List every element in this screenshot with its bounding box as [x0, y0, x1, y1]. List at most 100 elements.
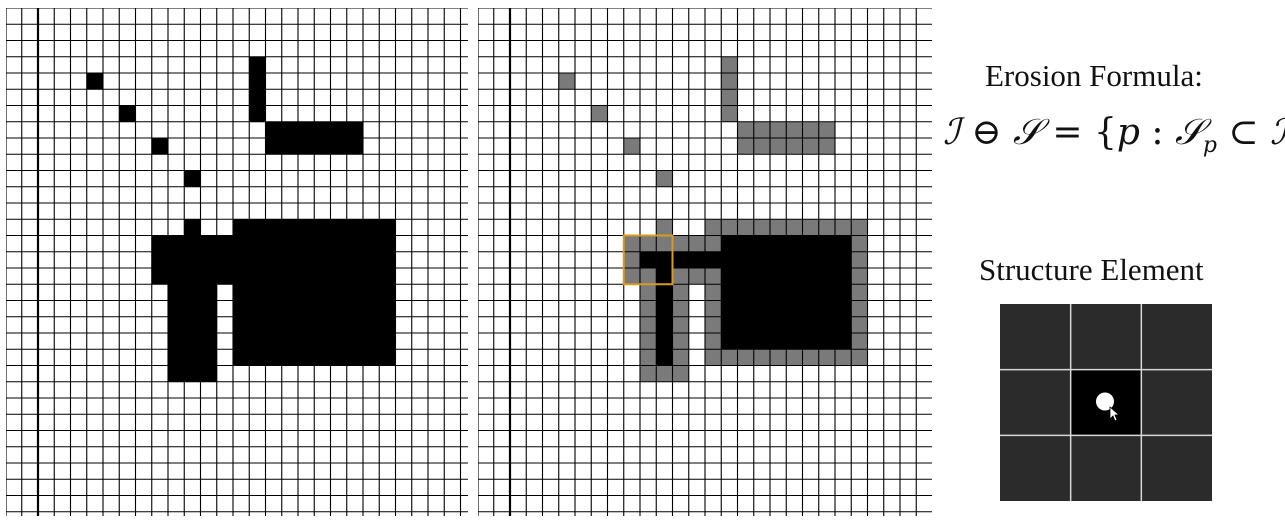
removed-pixel	[640, 268, 657, 285]
removed-pixel	[770, 138, 787, 155]
removed-pixel	[705, 317, 722, 334]
removed-pixel	[559, 73, 576, 90]
formula-equals: =	[1052, 112, 1082, 153]
foreground-pixel	[379, 317, 396, 334]
foreground-pixel	[249, 301, 266, 318]
eroded-pixel	[738, 317, 755, 334]
eroded-pixel	[738, 333, 755, 350]
removed-pixel	[721, 219, 738, 236]
foreground-pixel	[184, 171, 201, 188]
foreground-pixel	[233, 219, 250, 236]
eroded-pixel	[754, 236, 771, 253]
foreground-pixel	[331, 317, 348, 334]
foreground-pixel	[282, 219, 299, 236]
foreground-pixel	[152, 268, 169, 285]
removed-pixel	[754, 138, 771, 155]
foreground-pixel	[249, 89, 266, 106]
eroded-pixel	[835, 252, 852, 269]
foreground-pixel	[363, 317, 380, 334]
foreground-pixel	[347, 333, 364, 350]
foreground-pixel	[298, 268, 315, 285]
foreground-pixel	[282, 122, 299, 139]
removed-pixel	[786, 138, 803, 155]
foreground-pixel	[168, 349, 185, 366]
foreground-pixel	[184, 366, 201, 383]
foreground-pixel	[379, 252, 396, 269]
removed-pixel	[705, 219, 722, 236]
foreground-pixel	[266, 138, 283, 155]
removed-pixel	[819, 219, 836, 236]
eroded-pixel	[673, 252, 690, 269]
foreground-pixel	[266, 268, 283, 285]
eroded-pixel	[803, 284, 820, 301]
input-image-grid	[6, 8, 468, 520]
structure-cell	[1071, 435, 1142, 501]
removed-pixel	[673, 317, 690, 334]
foreground-pixel	[201, 317, 218, 334]
formula-ominus: ⊖	[971, 112, 1001, 153]
foreground-pixel	[249, 57, 266, 74]
formula-sp-base: 𝒮	[1175, 112, 1203, 153]
eroded-pixel	[770, 236, 787, 253]
eroded-pixel	[721, 236, 738, 253]
eroded-pixel	[656, 301, 673, 318]
foreground-pixel	[282, 284, 299, 301]
foreground-pixel	[347, 122, 364, 139]
foreground-pixel	[266, 301, 283, 318]
eroded-pixel	[803, 317, 820, 334]
foreground-pixel	[233, 317, 250, 334]
foreground-pixel	[168, 366, 185, 383]
foreground-pixel	[201, 252, 218, 269]
foreground-pixel	[314, 219, 331, 236]
foreground-pixel	[314, 284, 331, 301]
structure-element	[1000, 304, 1212, 505]
removed-pixel	[624, 138, 641, 155]
eroded-pixel	[819, 301, 836, 318]
foreground-pixel	[201, 236, 218, 253]
removed-pixel	[851, 219, 868, 236]
eroded-pixel	[754, 317, 771, 334]
eroded-pixel	[738, 236, 755, 253]
eroded-pixel	[721, 268, 738, 285]
removed-pixel	[738, 219, 755, 236]
foreground-pixel	[233, 301, 250, 318]
foreground-pixel	[379, 219, 396, 236]
eroded-pixel	[819, 317, 836, 334]
foreground-pixel	[168, 317, 185, 334]
eroded-pixel	[803, 236, 820, 253]
eroded-pixel	[770, 268, 787, 285]
removed-pixel	[640, 317, 657, 334]
removed-pixel	[705, 268, 722, 285]
removed-pixel	[689, 236, 706, 253]
foreground-pixel	[379, 268, 396, 285]
removed-pixel	[786, 349, 803, 366]
foreground-pixel	[152, 236, 169, 253]
removed-pixel	[851, 317, 868, 334]
foreground-pixel	[168, 252, 185, 269]
eroded-image-svg	[478, 8, 932, 516]
eroded-pixel	[738, 268, 755, 285]
structure-cell	[1071, 304, 1142, 370]
removed-pixel	[656, 236, 673, 253]
structure-cell	[1000, 370, 1071, 436]
foreground-pixel	[233, 349, 250, 366]
foreground-pixel	[233, 252, 250, 269]
foreground-pixel	[266, 349, 283, 366]
eroded-pixel	[819, 252, 836, 269]
formula-image-symbol: ℐ	[943, 112, 960, 153]
foreground-pixel	[201, 301, 218, 318]
foreground-pixel	[184, 219, 201, 236]
foreground-pixel	[184, 349, 201, 366]
foreground-pixel	[233, 333, 250, 350]
foreground-pixel	[331, 284, 348, 301]
foreground-pixel	[282, 349, 299, 366]
eroded-pixel	[721, 301, 738, 318]
eroded-pixel	[738, 301, 755, 318]
removed-pixel	[819, 349, 836, 366]
foreground-pixel	[314, 301, 331, 318]
removed-pixel	[738, 138, 755, 155]
removed-pixel	[851, 268, 868, 285]
foreground-pixel	[168, 236, 185, 253]
removed-pixel	[656, 366, 673, 383]
eroded-pixel	[835, 333, 852, 350]
